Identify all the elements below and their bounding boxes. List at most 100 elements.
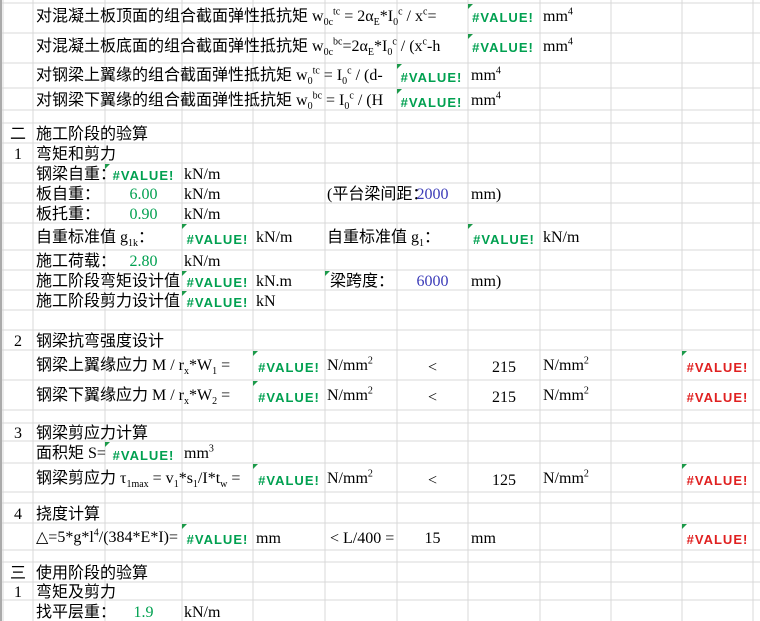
cell-bottom-flange-comparator[interactable]: < [427,389,438,406]
cell-section3-number[interactable]: 三 [9,565,26,582]
error-flag-icon [325,271,330,276]
cell-modulus-bottom-concrete-value[interactable]: #VALUE! [472,40,534,55]
cell-top-flange-stress-label[interactable]: 钢梁上翼缘应力 M / rx*W1 = [36,357,231,378]
cell-g1k-label[interactable]: 自重标准值 g1k： [36,229,155,250]
cell-modulus-top-flange-unit[interactable]: mm4 [471,65,501,84]
cell-shear-stress-limit[interactable]: 125 [492,472,516,489]
cell-item3-title[interactable]: 钢梁剪应力计算 [36,425,149,442]
cell-deflection-limit-unit[interactable]: mm [471,530,496,547]
cell-item4-title[interactable]: 挠度计算 [36,506,101,523]
error-flag-icon [682,524,687,529]
cell-deflection-comparator[interactable]: < L/400 = [330,530,395,547]
cell-item2-title[interactable]: 钢梁抗弯强度设计 [36,333,165,350]
cell-bottom-flange-check[interactable]: #VALUE! [686,390,749,405]
cell-section3-title[interactable]: 使用阶段的验算 [36,565,149,582]
cell-platform-spacing-unit[interactable]: mm) [471,186,502,203]
cell-leveling-weight-value[interactable]: 1.9 [133,604,154,621]
cell-leveling-weight-label[interactable]: 找平层重： [36,604,117,621]
cell-bottom-flange-limit-unit[interactable]: N/mm2 [543,385,589,404]
cell-haunch-weight-value[interactable]: 0.90 [129,206,158,223]
cell-item1-number[interactable]: 1 [14,146,22,163]
cell-deflection-value[interactable]: #VALUE! [186,532,249,547]
cell-shear-stress-check[interactable]: #VALUE! [686,473,749,488]
cell-steel-self-weight-value[interactable]: #VALUE! [112,168,175,183]
cell-shear-design-unit[interactable]: kN [256,293,276,310]
cell-top-flange-limit-unit[interactable]: N/mm2 [543,355,589,374]
cell-deflection-label[interactable]: △=5*g*l4/(384*E*I)= [36,527,179,546]
cell-deflection-unit[interactable]: mm [256,530,281,547]
cell-shear-stress-limit-unit[interactable]: N/mm2 [543,468,589,487]
cell-shear-stress-label[interactable]: 钢梁剪应力 τ1max = v1*s1/I*tw = [36,470,241,491]
cell-area-moment-label[interactable]: 面积矩 S= [36,445,106,462]
cell-item4-number[interactable]: 4 [14,506,22,523]
cell-construction-load-label[interactable]: 施工荷载： [36,253,117,270]
cell-modulus-top-concrete-value[interactable]: #VALUE! [472,10,534,25]
cell-modulus-top-flange-label[interactable]: 对钢梁上翼缘的组合截面弹性抵抗矩 w0tc = I0c / (d- [36,66,383,86]
cell-steel-self-weight-unit[interactable]: kN/m [184,166,221,183]
cell-service-item1-number[interactable]: 1 [14,584,22,601]
cell-shear-stress-comparator[interactable]: < [427,472,438,489]
cell-modulus-bottom-concrete-label[interactable]: 对混凝土板底面的组合截面弹性抵抗矩 w0cbc=2αE*I0c / (xc-h [36,36,441,59]
cell-shear-stress-value[interactable]: #VALUE! [258,473,320,488]
cell-moment-design-label[interactable]: 施工阶段弯矩设计值 [36,273,181,290]
cell-bottom-flange-stress-value[interactable]: #VALUE! [258,390,320,405]
cell-haunch-weight-label[interactable]: 板托重： [36,206,101,223]
cell-steel-self-weight-label[interactable]: 钢梁自重： [36,166,117,183]
cell-bottom-flange-stress-unit[interactable]: N/mm2 [327,385,373,404]
cell-beam-span-value[interactable]: 6000 [416,273,449,290]
cell-platform-spacing-value[interactable]: 2000 [416,186,449,203]
cell-modulus-top-concrete-label[interactable]: 对混凝土板顶面的组合截面弹性抵抗矩 w0ctc = 2αE*I0c / xc= [36,6,437,29]
cell-beam-span-label[interactable]: 梁跨度： [330,273,395,290]
cell-modulus-bottom-concrete-unit[interactable]: mm4 [543,36,573,55]
cell-modulus-top-flange-value[interactable]: #VALUE! [400,70,463,85]
cell-modulus-bottom-flange-label[interactable]: 对钢梁下翼缘的组合截面弹性抵抗矩 w0bc = I0c / (H [36,91,384,111]
cell-g1-value[interactable]: #VALUE! [473,232,535,247]
error-flag-icon [182,224,187,229]
cell-modulus-top-concrete-unit[interactable]: mm4 [543,6,573,25]
cell-bottom-flange-stress-label[interactable]: 钢梁下翼缘应力 M / rx*W2 = [36,387,231,408]
cell-area-moment-value[interactable]: #VALUE! [112,448,175,463]
cell-top-flange-check[interactable]: #VALUE! [686,360,749,375]
cell-modulus-bottom-flange-value[interactable]: #VALUE! [400,95,463,110]
cell-slab-weight-value[interactable]: 6.00 [129,186,158,203]
cell-shear-stress-unit[interactable]: N/mm2 [327,468,373,487]
error-flag-icon [397,64,402,69]
cell-deflection-check[interactable]: #VALUE! [686,532,749,547]
cell-moment-design-unit[interactable]: kN.m [256,273,292,290]
cell-leveling-weight-unit[interactable]: kN/m [184,604,221,621]
error-flag-icon [253,381,258,386]
cell-top-flange-stress-value[interactable]: #VALUE! [258,360,320,375]
cell-item2-number[interactable]: 2 [14,333,22,350]
cell-slab-weight-label[interactable]: 板自重： [36,186,101,203]
cell-deflection-limit[interactable]: 15 [424,530,441,547]
cell-platform-spacing-label[interactable]: (平台梁间距： [327,186,429,203]
cell-construction-load-unit[interactable]: kN/m [184,253,221,270]
error-flag-icon [682,464,687,469]
cell-top-flange-comparator[interactable]: < [427,359,438,376]
cell-service-item1-title[interactable]: 弯矩及剪力 [36,584,117,601]
cell-item3-number[interactable]: 3 [14,425,22,442]
cell-haunch-weight-unit[interactable]: kN/m [184,206,221,223]
cell-top-flange-limit[interactable]: 215 [492,359,516,376]
cell-shear-design-value[interactable]: #VALUE! [186,295,249,310]
cell-beam-span-unit[interactable]: mm) [471,273,502,290]
cell-moment-design-value[interactable]: #VALUE! [186,275,249,290]
cell-top-flange-stress-unit[interactable]: N/mm2 [327,355,373,374]
cell-area-moment-unit[interactable]: mm3 [184,443,214,462]
cell-item1-title[interactable]: 弯矩和剪力 [36,146,117,163]
cell-section2-title[interactable]: 施工阶段的验算 [36,126,149,143]
cell-shear-design-label[interactable]: 施工阶段剪力设计值 [36,293,181,310]
cell-g1-label[interactable]: 自重标准值 g1： [327,229,441,250]
cell-slab-weight-unit[interactable]: kN/m [184,186,221,203]
cell-modulus-bottom-flange-unit[interactable]: mm4 [471,90,501,109]
error-flag-icon [253,351,258,356]
cell-bottom-flange-limit[interactable]: 215 [492,389,516,406]
cell-section2-number[interactable]: 二 [9,126,26,143]
cell-construction-load-value[interactable]: 2.80 [129,253,158,270]
cell-g1k-unit[interactable]: kN/m [256,229,293,246]
error-flag-icon [105,442,110,447]
cell-g1-unit[interactable]: kN/m [543,229,580,246]
cell-g1k-value[interactable]: #VALUE! [186,232,249,247]
error-flag-icon [468,4,473,9]
